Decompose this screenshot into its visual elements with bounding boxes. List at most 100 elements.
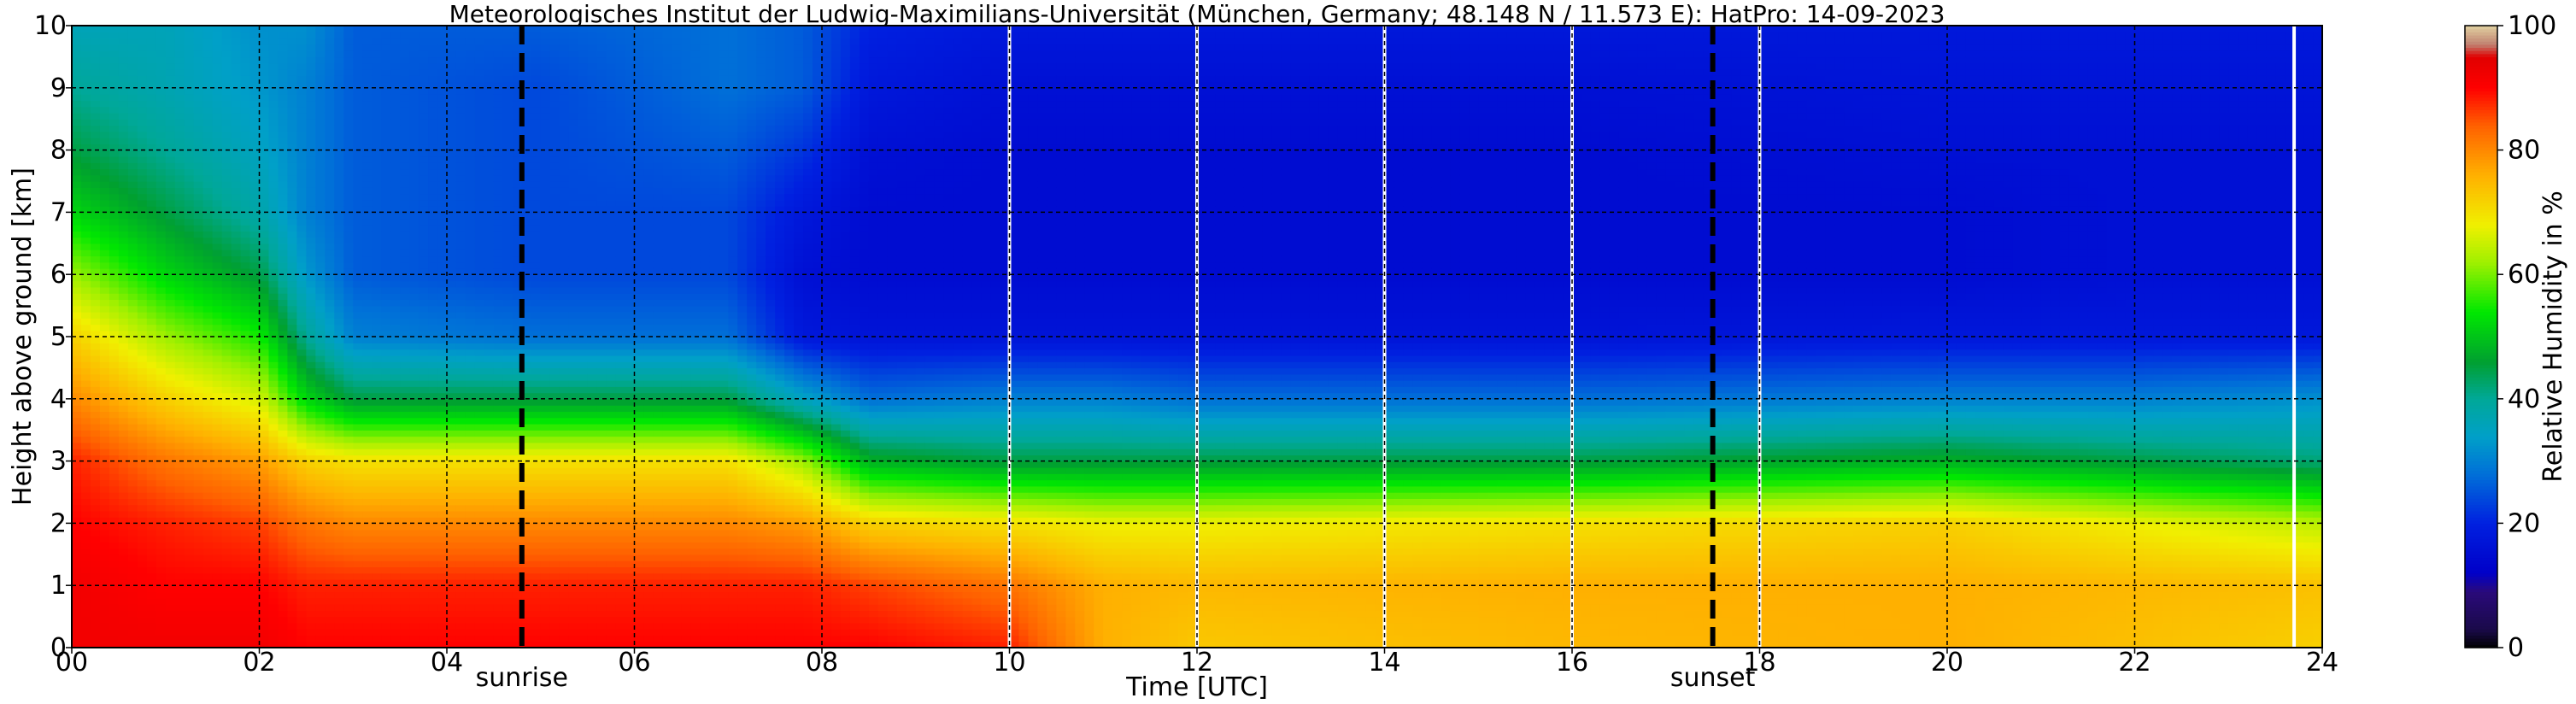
heatmap-cell — [521, 174, 532, 182]
heatmap-cell — [165, 26, 176, 32]
heatmap-cell — [381, 430, 391, 437]
heatmap-cell — [419, 324, 429, 331]
heatmap-cell — [249, 87, 261, 95]
heatmap-cell — [146, 231, 157, 238]
heatmap-cell — [109, 231, 120, 238]
heatmap-cell — [137, 138, 148, 145]
heatmap-cell — [174, 343, 185, 350]
heatmap-cell — [484, 32, 495, 39]
heatmap-cell — [174, 187, 185, 195]
heatmap-cell — [465, 591, 476, 599]
heatmap-cell — [80, 311, 91, 319]
heatmap-cell — [531, 604, 542, 612]
heatmap-cell — [381, 187, 391, 195]
heatmap-cell — [362, 330, 373, 337]
heatmap-cell — [90, 50, 101, 58]
heatmap-cell — [484, 330, 495, 337]
heatmap-cell — [512, 231, 523, 238]
heatmap-cell — [146, 249, 157, 257]
heatmap-cell — [174, 131, 185, 138]
heatmap-cell — [419, 299, 429, 307]
heatmap-cell — [474, 274, 485, 282]
heatmap-cell — [315, 641, 326, 648]
heatmap-cell — [502, 38, 513, 45]
heatmap-cell — [155, 168, 167, 176]
heatmap-cell — [268, 224, 279, 232]
heatmap-cell — [146, 629, 157, 637]
heatmap-cell — [334, 622, 344, 630]
heatmap-cell — [184, 231, 195, 238]
heatmap-cell — [137, 466, 148, 474]
heatmap-cell — [127, 449, 138, 456]
heatmap-cell — [99, 430, 110, 437]
heatmap-cell — [409, 187, 420, 195]
heatmap-cell — [287, 81, 298, 89]
heatmap-cell — [118, 529, 129, 537]
heatmap-cell — [146, 517, 157, 525]
heatmap-cell — [531, 62, 542, 70]
heatmap-cell — [146, 535, 157, 543]
heatmap-cell — [531, 379, 542, 387]
heatmap-cell — [259, 343, 270, 350]
heatmap-cell — [155, 81, 167, 89]
heatmap-cell — [455, 81, 466, 89]
heatmap-cell — [278, 367, 289, 375]
heatmap-cell — [184, 26, 195, 32]
heatmap-cell — [353, 349, 363, 356]
heatmap-cell — [465, 87, 476, 95]
heatmap-cell — [334, 100, 344, 108]
heatmap-cell — [212, 604, 223, 612]
heatmap-cell — [137, 131, 148, 138]
heatmap-cell — [381, 193, 391, 201]
heatmap-cell — [240, 566, 251, 574]
heatmap-cell — [484, 324, 495, 331]
heatmap-cell — [146, 449, 157, 456]
heatmap-cell — [315, 635, 326, 642]
heatmap-cell — [155, 330, 167, 337]
heatmap-cell — [212, 249, 223, 257]
heatmap-cell — [287, 280, 298, 288]
heatmap-cell — [80, 622, 91, 630]
heatmap-cell — [325, 62, 335, 70]
heatmap-cell — [231, 174, 242, 182]
heatmap-cell — [268, 38, 279, 45]
heatmap-cell — [202, 349, 214, 356]
heatmap-cell — [259, 299, 270, 307]
heatmap-cell — [109, 38, 120, 45]
heatmap-cell — [202, 38, 214, 45]
heatmap-cell — [287, 62, 298, 70]
heatmap-cell — [137, 504, 148, 512]
heatmap-cell — [400, 386, 410, 394]
heatmap-cell — [521, 430, 532, 437]
heatmap-cell — [72, 75, 82, 83]
heatmap-cell — [165, 423, 176, 431]
heatmap-cell — [419, 361, 429, 369]
heatmap-cell — [400, 355, 410, 362]
heatmap-cell — [118, 535, 129, 543]
heatmap-cell — [362, 112, 373, 120]
heatmap-cell — [428, 62, 438, 70]
heatmap-cell — [127, 224, 138, 232]
heatmap-cell — [306, 106, 317, 114]
heatmap-cell — [296, 473, 308, 481]
heatmap-cell — [465, 44, 476, 51]
heatmap-cell — [155, 280, 167, 288]
heatmap-cell — [512, 566, 523, 574]
heatmap-cell — [146, 237, 157, 244]
heatmap-cell — [165, 517, 176, 525]
heatmap-cell — [99, 280, 110, 288]
heatmap-cell — [296, 604, 308, 612]
heatmap-cell — [409, 492, 420, 499]
heatmap-cell — [484, 106, 495, 114]
heatmap-cell — [502, 138, 513, 145]
heatmap-cell — [390, 293, 401, 301]
heatmap-cell — [447, 367, 457, 375]
heatmap-cell — [99, 38, 110, 45]
heatmap-cell — [447, 535, 457, 543]
heatmap-cell — [268, 299, 279, 307]
heatmap-cell — [400, 112, 410, 120]
heatmap-cell — [193, 261, 204, 269]
heatmap-cell — [137, 81, 148, 89]
heatmap-cell — [531, 566, 542, 574]
heatmap-cell — [343, 255, 354, 263]
